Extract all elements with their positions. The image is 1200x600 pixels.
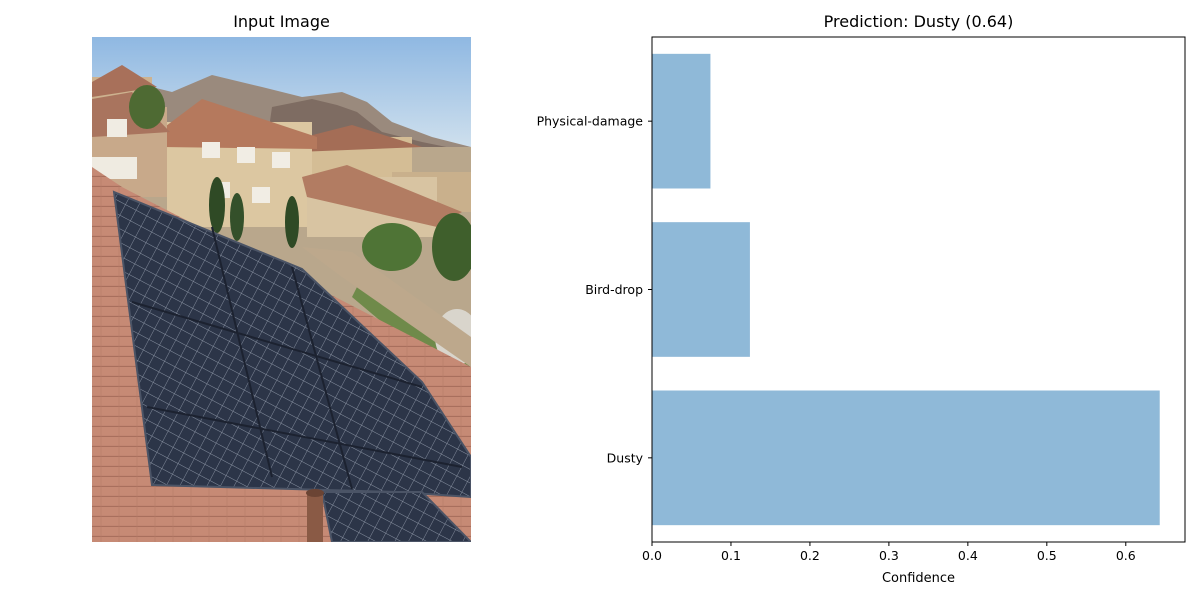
x-tick-label: 0.0 xyxy=(642,548,662,563)
x-tick-label: 0.2 xyxy=(800,548,820,563)
x-tick-label: 0.6 xyxy=(1116,548,1136,563)
chart-title: Prediction: Dusty (0.64) xyxy=(823,12,1014,31)
x-tick-label: 0.3 xyxy=(879,548,899,563)
x-axis-label: Confidence xyxy=(882,571,955,586)
bar-bird-drop xyxy=(652,222,750,357)
y-tick-label: Dusty xyxy=(607,450,644,465)
x-tick-label: 0.4 xyxy=(958,548,978,563)
y-tick-label: Physical-damage xyxy=(537,114,644,129)
plot-frame xyxy=(651,36,1186,543)
input-image xyxy=(92,37,471,542)
image-title: Input Image xyxy=(233,12,330,31)
x-tick-label: 0.5 xyxy=(1037,548,1057,563)
y-tick-label: Bird-drop xyxy=(585,282,643,297)
bar-dusty xyxy=(652,390,1160,526)
bar-physical-damage xyxy=(652,53,711,189)
x-tick-label: 0.1 xyxy=(721,548,741,563)
